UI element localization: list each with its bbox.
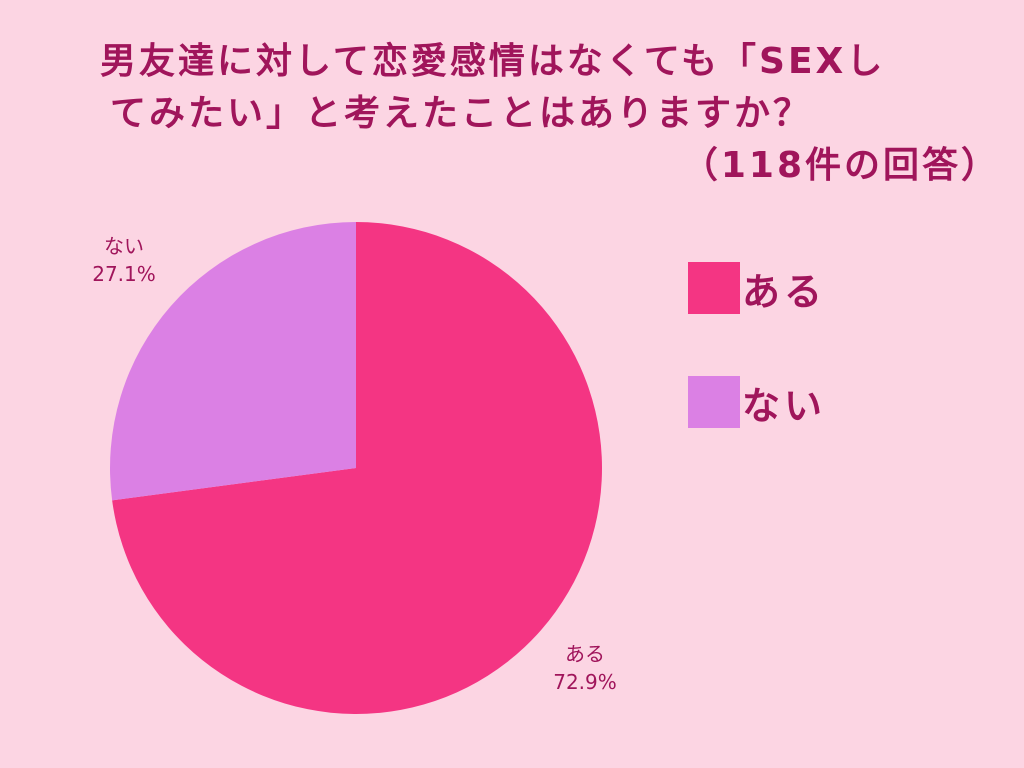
slice-label-nai-value: 27.1% [92,262,156,286]
legend-swatch-aru [688,262,740,314]
slice-label-aru-category: ある [565,642,605,666]
legend-item-nai: ない [688,376,826,428]
chart-title: 男友達に対して恋愛感情はなくても「SEXし てみたい」と考えたことはありますか？… [60,36,997,192]
slice-label-aru-value: 72.9% [553,670,617,694]
chart-title-line-3: （118件の回答） [681,145,1000,186]
pie-slice-nai [110,222,357,501]
chart-legend: ある ない [688,262,826,490]
slice-label-nai-category: ない [104,234,144,258]
legend-label-nai: ない [742,383,827,428]
slice-label-aru: ある 72.9% [545,640,625,696]
slice-label-nai: ない 27.1% [84,232,164,288]
pie-slice-aru [112,222,603,715]
legend-swatch-nai [688,376,740,428]
legend-label-aru: ある [742,269,827,314]
chart-title-line-2: てみたい」と考えたことはありますか？ [110,93,813,134]
chart-title-line-1: 男友達に対して恋愛感情はなくても「SEXし [100,41,886,82]
legend-item-aru: ある [688,262,826,314]
